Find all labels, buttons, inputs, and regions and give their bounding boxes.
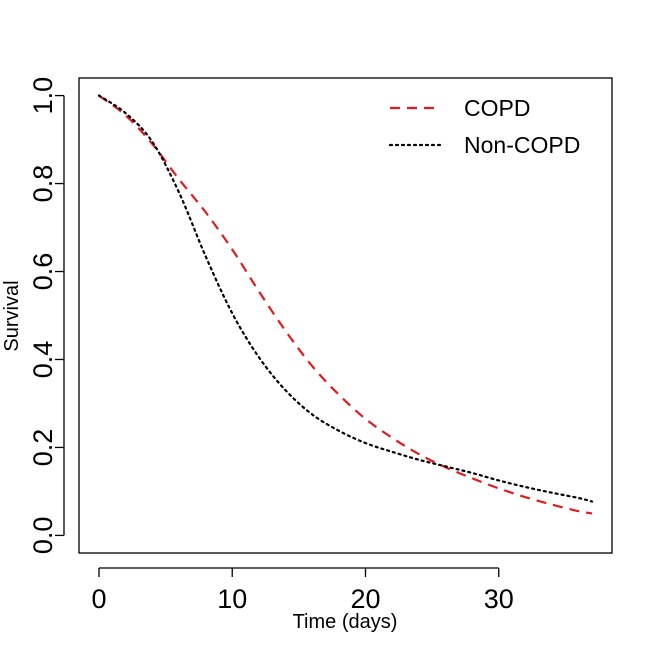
legend-label-non-copd: Non-COPD	[464, 132, 580, 158]
x-tick-label-20: 20	[350, 584, 380, 614]
plot-frame	[78, 77, 613, 554]
y-axis: 0.0 0.2 0.4 0.6 0.8 1.0	[28, 77, 65, 555]
y-tick-label-0.6: 0.6	[28, 253, 58, 291]
legend: COPD Non-COPD	[388, 95, 580, 158]
series-layer	[97, 94, 594, 515]
y-tick-label-1.0: 1.0	[28, 77, 58, 115]
y-tick-label-0.0: 0.0	[28, 517, 58, 555]
series-line-copd	[98, 94, 593, 515]
y-axis-title: Survival	[1, 280, 23, 351]
x-tick-label-30: 30	[484, 584, 514, 614]
legend-label-copd: COPD	[464, 95, 530, 121]
y-tick-label-0.8: 0.8	[28, 165, 58, 203]
y-tick-label-0.2: 0.2	[28, 429, 58, 467]
x-axis: 0 10 20 30	[91, 567, 514, 614]
x-axis-title: Time (days)	[293, 611, 398, 633]
y-tick-label-0.4: 0.4	[28, 341, 58, 379]
x-tick-label-0: 0	[91, 584, 106, 614]
x-tick-label-10: 10	[217, 584, 247, 614]
series-line-non-copd	[97, 94, 594, 503]
